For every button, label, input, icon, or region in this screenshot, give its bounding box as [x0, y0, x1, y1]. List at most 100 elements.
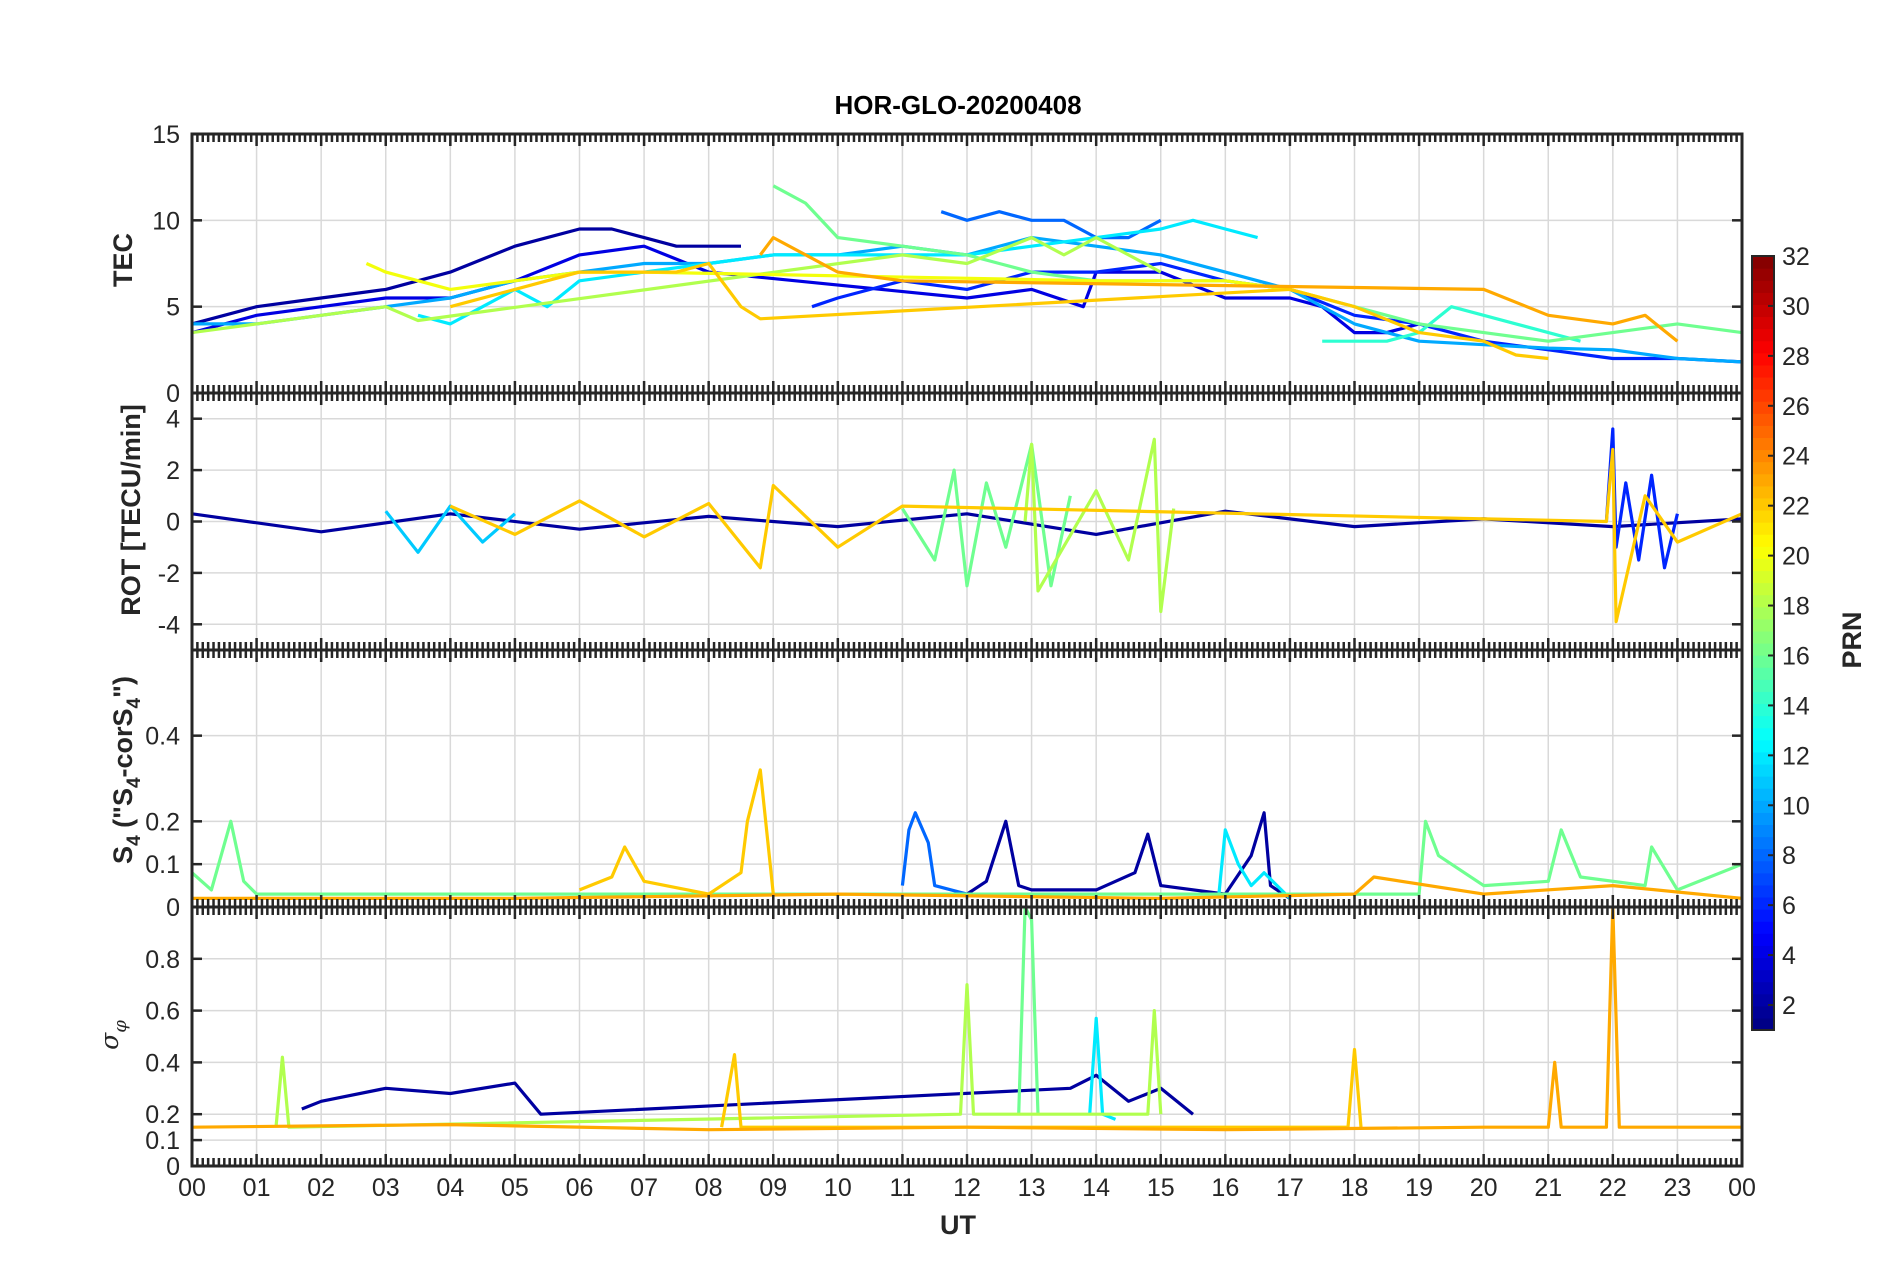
series-line-tec-prn-23 [759, 236, 1679, 343]
colorbar-tick-label: 22 [1782, 493, 1810, 521]
y-tick-label: 0.2 [145, 1101, 180, 1129]
series-line-tec-prn-22 [449, 261, 1549, 361]
colorbar-swatch [1752, 570, 1774, 584]
x-tick-label: 04 [436, 1174, 464, 1202]
colorbar-swatch [1752, 316, 1774, 330]
colorbar-tick-label: 2 [1782, 992, 1796, 1020]
colorbar-swatch [1752, 1005, 1774, 1019]
y-tick-label: 0.6 [145, 998, 180, 1026]
colorbar-swatch [1752, 800, 1774, 813]
x-tick-label: 13 [1018, 1174, 1046, 1202]
colorbar-swatch [1752, 292, 1774, 305]
y-axis-label-tec: TEC [108, 233, 138, 287]
colorbar-swatch [1752, 957, 1774, 971]
colorbar-swatch [1752, 981, 1774, 995]
series-line-rot-prn-22 [449, 447, 1742, 624]
colorbar-swatch [1752, 497, 1774, 511]
series-line-sigma-prn-12 [1088, 1016, 1117, 1121]
colorbar-swatch [1752, 256, 1774, 269]
x-tick-label: 22 [1599, 1174, 1627, 1202]
colorbar-swatch [1752, 715, 1774, 729]
x-tick-label: 15 [1147, 1174, 1175, 1202]
colorbar-swatch [1752, 546, 1774, 559]
colorbar-swatch [1752, 643, 1774, 656]
colorbar-tick-label: 6 [1782, 892, 1796, 920]
series-line-s4-prn-16 [192, 819, 1742, 896]
axes-box-sigma [190, 905, 1744, 1168]
y-tick-label: 0 [166, 509, 180, 537]
x-tick-label: 08 [695, 1174, 723, 1202]
colorbar-swatch [1752, 449, 1774, 463]
y-tick-label: 0.1 [145, 1127, 180, 1155]
colorbar-swatch [1752, 340, 1774, 354]
series-line-tec-prn-14 [1322, 305, 1581, 343]
panel-rot: -4 -2 0 2 4 [158, 391, 1744, 652]
colorbar-swatch [1752, 812, 1774, 826]
series-line-tec-prn-2 [192, 227, 741, 326]
colorbar-swatch [1752, 896, 1774, 910]
colorbar-tick-label: 4 [1782, 942, 1796, 970]
colorbar-swatch [1752, 304, 1774, 318]
series-line-s4-prn-22 [578, 768, 775, 896]
x-tick-label: 19 [1405, 1174, 1433, 1202]
colorbar-swatch [1752, 630, 1774, 644]
colorbar-swatch [1752, 401, 1774, 414]
colorbar-tick-label: 10 [1782, 792, 1810, 820]
colorbar-swatch [1752, 1017, 1774, 1031]
colorbar-tick-label: 16 [1782, 642, 1810, 670]
colorbar-swatch [1752, 582, 1774, 596]
x-tick-label: 06 [566, 1174, 594, 1202]
x-tick-label: 20 [1470, 1174, 1498, 1202]
colorbar-tick-label: 26 [1782, 393, 1810, 421]
colorbar-label: PRN [1837, 611, 1867, 668]
x-tick-label: 17 [1276, 1174, 1304, 1202]
colorbar-swatch [1752, 425, 1774, 439]
panel-s4: 0 0.1 0.2 0.4 [145, 648, 1744, 922]
colorbar-tick-label: 8 [1782, 842, 1796, 870]
colorbar-swatch [1752, 703, 1774, 717]
colorbar-swatch [1752, 352, 1774, 366]
colorbar-tick-label: 18 [1782, 593, 1810, 621]
series-line-s4-prn-12 [1217, 828, 1292, 900]
colorbar-swatch [1752, 921, 1774, 934]
x-tick-label: 10 [824, 1174, 852, 1202]
colorbar-swatch [1752, 667, 1774, 680]
y-tick-label: 0.8 [145, 946, 180, 974]
colorbar-swatch [1752, 751, 1774, 765]
y-tick-label: 0.4 [145, 1049, 180, 1077]
colorbar-tick-label: 12 [1782, 742, 1810, 770]
colorbar-swatch [1752, 993, 1774, 1007]
colorbar-swatch [1752, 485, 1774, 499]
series-line-s4-prn-2 [966, 811, 1291, 900]
series-line-tec-prn-18 [192, 236, 1162, 335]
colorbar-swatch [1752, 558, 1774, 572]
colorbar-tick-label: 30 [1782, 293, 1810, 321]
colorbar-swatch [1752, 655, 1774, 668]
panel-sigma: 00.10.2 0.4 0.6 0.8 [145, 905, 1744, 1181]
series-line-s4-prn-8 [900, 811, 968, 896]
colorbar-swatch [1752, 618, 1774, 632]
y-tick-label: -4 [158, 611, 180, 639]
colorbar-swatch [1752, 606, 1774, 620]
colorbar-tick-label: 14 [1782, 692, 1810, 720]
colorbar-swatch [1752, 691, 1774, 705]
colorbar-swatch [1752, 268, 1774, 281]
y-axis-label-rot: ROT [TECU/min] [116, 404, 146, 615]
x-tick-label: 00 [1728, 1174, 1756, 1202]
x-tick-label: 11 [889, 1174, 915, 1202]
y-tick-label: 0.1 [145, 851, 180, 879]
x-tick-label: 18 [1341, 1174, 1369, 1202]
series-line-sigma-prn-2 [301, 1073, 1195, 1116]
colorbar-swatch [1752, 389, 1774, 402]
series-line-rot-prn-6 [1604, 427, 1679, 570]
y-tick-label: 5 [166, 294, 180, 322]
colorbar-tick-label: 20 [1782, 543, 1810, 571]
colorbar-swatch [1752, 776, 1774, 789]
colorbar-swatch [1752, 933, 1774, 946]
colorbar-swatch [1752, 679, 1774, 692]
y-tick-label: 0.4 [145, 723, 180, 751]
colorbar-swatch [1752, 594, 1774, 608]
x-tick-label: 09 [759, 1174, 787, 1202]
colorbar-swatch [1752, 328, 1774, 342]
